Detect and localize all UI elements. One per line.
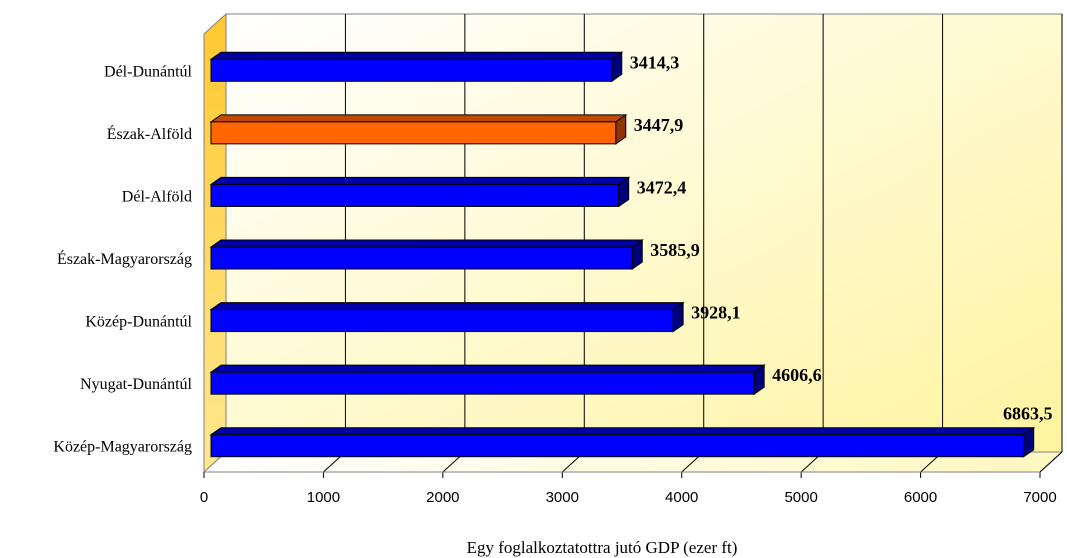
x-tick-label: 2000: [426, 489, 459, 506]
bar-top: [209, 51, 624, 60]
data-label: 3472,4: [637, 177, 687, 197]
x-tick-label: 3000: [546, 489, 579, 506]
data-label: 3585,9: [650, 240, 700, 260]
x-axis-title: Egy foglalkoztatottra jutó GDP (ezer ft): [467, 538, 738, 557]
x-tick-label: 0: [200, 489, 208, 506]
bar: [209, 301, 685, 333]
data-label: 4606,6: [772, 365, 822, 385]
category-label: Észak-Magyarország: [57, 249, 192, 268]
bar-face: [210, 246, 633, 270]
bar: [209, 176, 631, 208]
category-labels: Dél-Dunántúl Észak-Alföld Dél-Alföld Észak-…: [53, 63, 192, 455]
category-label: Közép-Magyarország: [53, 439, 192, 456]
bar-face: [210, 309, 674, 333]
bar: [209, 364, 766, 396]
bar-top: [209, 427, 1036, 436]
data-label: 3447,9: [634, 115, 684, 135]
data-label: 3414,3: [630, 52, 680, 72]
x-tick-label: 7000: [1023, 489, 1056, 506]
bar: [209, 51, 624, 83]
bar-top: [209, 176, 631, 185]
bars: [209, 51, 1036, 458]
x-tick-label: 6000: [904, 489, 937, 506]
x-tick-label: 5000: [784, 489, 817, 506]
value-labels: 3414,3 3447,9 3472,4 3585,9 3928,1 4606,6 6863…: [630, 52, 1053, 423]
category-label: Dél-Alföld: [122, 188, 192, 205]
bar: [209, 239, 644, 270]
bar-face: [210, 183, 620, 207]
bar-top: [209, 364, 766, 373]
x-tick-label: 4000: [665, 489, 698, 506]
bar-face: [210, 371, 755, 395]
category-label: Nyugat-Dunántúl: [80, 376, 193, 393]
bar-face: [210, 121, 617, 145]
bar-top: [209, 302, 685, 311]
data-label: 3928,1: [691, 303, 741, 323]
category-label: Közép-Dunántúl: [85, 314, 192, 331]
bar-top: [209, 114, 628, 123]
data-label: 6863,5: [1003, 404, 1053, 424]
category-label: Dél-Dunántúl: [104, 63, 193, 80]
category-label: Észak-Alföld: [107, 124, 192, 143]
bar-top: [209, 239, 644, 248]
bar: [209, 426, 1036, 458]
bar-face: [210, 434, 1025, 458]
bar: [209, 113, 628, 145]
x-tick-label: 1000: [307, 489, 340, 506]
bar-face: [210, 58, 613, 82]
x-tick-labels: 0 1000 2000 3000 4000 5000 6000 7000: [200, 489, 1057, 506]
floor-gridline: [1039, 451, 1063, 473]
